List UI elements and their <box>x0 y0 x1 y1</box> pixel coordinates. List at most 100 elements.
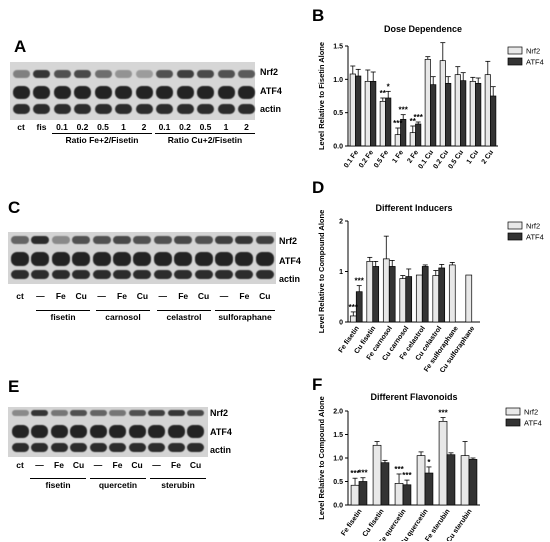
chart-dose-dependence: Dose Dependence Level Relative to Fisetin… <box>317 24 544 170</box>
band-label-atf4-c: ATF4 <box>279 256 301 266</box>
y-tick-label: 1.0 <box>333 77 343 84</box>
lane-label: Cu <box>72 460 85 470</box>
blot-band <box>156 104 173 114</box>
blot-band <box>176 104 194 114</box>
lane-label: Cu <box>136 291 149 301</box>
blot-band <box>167 443 185 452</box>
lane-label: Fe <box>55 291 66 301</box>
band-label-nrf2-e: Nrf2 <box>210 408 229 418</box>
blot-band <box>153 270 172 279</box>
panel-label-a: A <box>14 37 27 56</box>
blot-band <box>133 270 152 279</box>
bar-nrf2 <box>416 455 426 506</box>
legend-swatch <box>507 221 523 230</box>
bar-nrf2 <box>394 134 401 147</box>
blot-band <box>74 86 91 99</box>
bar-nrf2 <box>399 278 407 323</box>
blot-band <box>217 104 235 114</box>
group-label-sulforaphane: sulforaphane <box>215 310 275 322</box>
chart-different-inducers: Different Inducers Level Relative to Comp… <box>317 203 544 372</box>
blot-band <box>31 270 50 279</box>
bar-atf4 <box>388 266 396 323</box>
blot-band <box>153 252 172 266</box>
lane-label: 0.5 <box>199 122 212 132</box>
blot-band <box>167 425 185 438</box>
bar-nrf2 <box>350 484 360 506</box>
blot-band <box>11 270 29 279</box>
group-label-celastrol: celastrol <box>157 310 211 322</box>
blot-a <box>10 62 255 120</box>
lane-label: Fe <box>112 460 123 470</box>
band-label-nrf2-c: Nrf2 <box>279 236 298 246</box>
blot-c <box>8 232 276 284</box>
blot-band <box>176 86 194 99</box>
lane-label: 1 <box>121 122 126 132</box>
bar-atf4 <box>385 97 392 147</box>
significance-marker: *** <box>349 303 359 312</box>
blot-band <box>156 86 173 99</box>
bar-nrf2 <box>438 420 448 506</box>
significance-marker: ** <box>380 89 387 98</box>
group-label-fe-ratio: Ratio Fe+2/Fisetin <box>52 133 152 145</box>
band-label-actin-c: actin <box>279 274 301 284</box>
blot-band <box>194 270 213 279</box>
bar-atf4 <box>355 75 362 147</box>
blot-band <box>53 86 71 99</box>
x-tick-label: Cu fisetin <box>362 508 386 538</box>
bar-atf4 <box>430 84 437 147</box>
blot-band <box>215 252 233 266</box>
significance-marker: *** <box>414 113 424 122</box>
blot-band <box>217 70 235 78</box>
significance-marker: *** <box>402 471 412 480</box>
y-tick-label: 0.5 <box>333 479 343 486</box>
y-tick-label: 0.0 <box>333 144 343 151</box>
blot-band <box>53 104 71 114</box>
legend-label: Nrf2 <box>524 408 538 417</box>
significance-marker: ** <box>410 117 417 126</box>
legend-label: ATF4 <box>526 233 544 242</box>
lane-label: — <box>93 460 103 470</box>
panel-label-d: D <box>312 178 325 197</box>
bar-atf4 <box>380 462 390 506</box>
blot-band <box>72 236 91 244</box>
blot-band <box>238 104 255 114</box>
bar-atf4 <box>372 266 380 323</box>
blot-band <box>70 443 87 452</box>
panel-label-b: B <box>312 6 325 25</box>
lane-label: Fe <box>178 291 189 301</box>
lane-label: 0.1 <box>56 122 68 132</box>
x-tick-label: 0.1 Fe <box>343 149 360 169</box>
y-tick-label: 1 <box>339 269 343 276</box>
blot-band <box>89 443 107 452</box>
blot-band <box>31 252 50 266</box>
x-tick-label: 1 Fe <box>391 149 405 165</box>
bar-atf4 <box>358 481 368 506</box>
y-tick-label: 0.0 <box>333 503 343 510</box>
blot-band <box>135 70 153 78</box>
significance-marker: *** <box>399 106 409 115</box>
bar-atf4 <box>415 123 422 147</box>
blot-band <box>92 236 111 244</box>
y-tick-label: 1.0 <box>333 456 343 463</box>
blot-band <box>238 86 255 99</box>
blot-band <box>50 443 68 452</box>
lane-label: ct <box>16 460 24 470</box>
band-label-actin-e: actin <box>210 445 232 455</box>
bar-nrf2 <box>469 80 476 147</box>
y-tick-label: 1.5 <box>333 44 343 51</box>
blot-band <box>51 252 70 266</box>
blot-band <box>94 70 112 78</box>
blot-band <box>153 236 172 244</box>
bar-nrf2 <box>409 132 416 147</box>
blot-band <box>255 252 274 266</box>
blot-band <box>215 236 233 244</box>
lane-label: — <box>152 460 161 470</box>
x-tick-label: 1 Cu <box>466 149 480 165</box>
bar-nrf2 <box>382 258 390 323</box>
lane-label: 2 <box>141 122 147 132</box>
y-tick-label: 2 <box>339 219 343 226</box>
lane-label: Cu <box>189 460 202 470</box>
bar-atf4 <box>445 82 452 147</box>
bar-nrf2 <box>424 58 431 147</box>
blot-band <box>11 410 29 416</box>
